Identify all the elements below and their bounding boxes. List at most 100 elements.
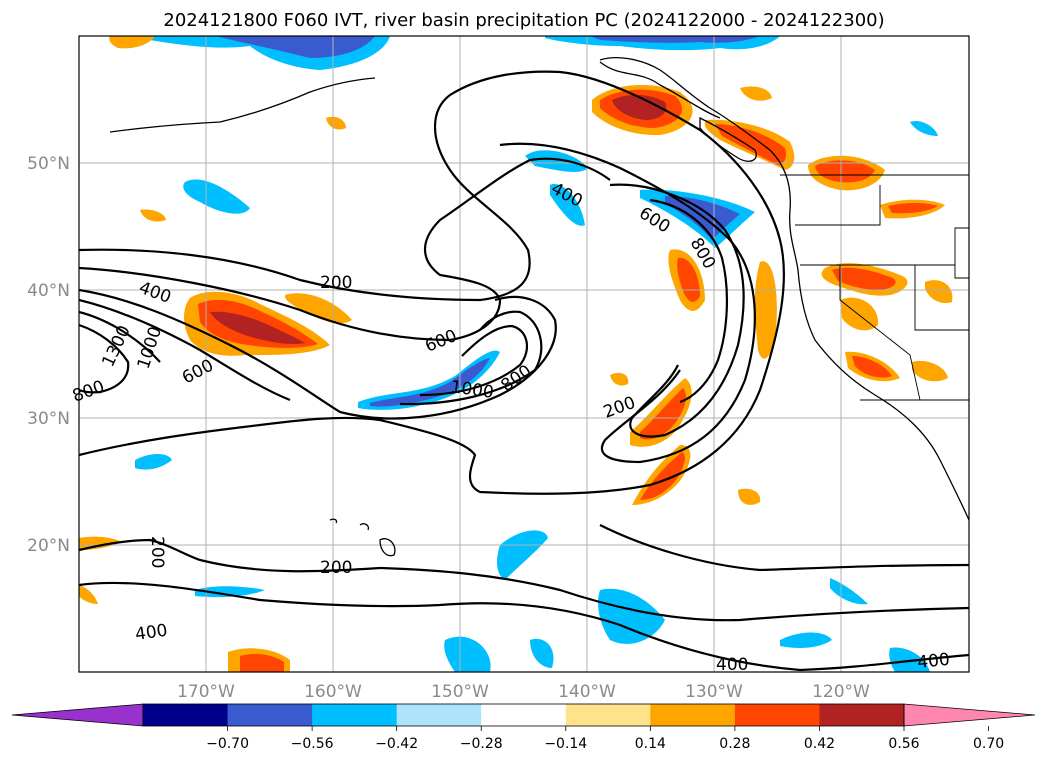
map-panel: 200 400 400 600 800 600 1000 800 600 130… <box>27 35 970 702</box>
ivt-contours <box>79 70 969 672</box>
neg-patch-gulf-alaska-core <box>590 36 760 43</box>
contour-label-400-e: 400 <box>916 650 950 673</box>
colorbar-segments <box>11 703 1036 727</box>
colorbar-tick-label: −0.70 <box>206 736 249 752</box>
neg-patch-15 <box>910 120 938 136</box>
neg-patch-12 <box>135 454 172 470</box>
contour-400-south <box>79 581 969 672</box>
pos-patch-calif-inland-mid <box>832 267 896 290</box>
pos-patch-small-4 <box>79 585 98 604</box>
lon-label-120w: 120°W <box>812 682 870 702</box>
contour-200-south <box>79 538 969 622</box>
pos-patch-small-7 <box>109 36 155 49</box>
neg-patch-9 <box>780 632 832 648</box>
colorbar-segment <box>396 704 482 726</box>
lon-label-130w: 130°W <box>685 682 743 702</box>
contour-600-west <box>79 288 557 420</box>
colorbar-tick-label: −0.56 <box>291 736 334 752</box>
contour-1000-west <box>79 310 529 397</box>
lat-label-50n: 50°N <box>27 154 70 174</box>
lon-label-140w: 140°W <box>558 682 616 702</box>
pos-patch-oregon-offshore-mid <box>677 257 700 302</box>
neg-patch-2 <box>525 150 588 172</box>
colorbar-segment <box>650 704 736 726</box>
neg-patch-north-pacific-core <box>215 36 375 58</box>
contour-200-north <box>79 70 785 495</box>
colorbar-segment <box>565 704 651 726</box>
pos-patch-pnw-mid <box>715 124 787 165</box>
colorbar: −0.70 −0.56 −0.42 −0.28 −0.14 0.14 0.28 0.42 0.5… <box>11 703 1036 752</box>
border-nevada-utah <box>914 265 969 331</box>
pos-patch-west-pacific-core <box>210 311 305 345</box>
pos-patch-subtropic-jet-mid <box>640 388 687 440</box>
border-idaho-montana <box>954 227 969 279</box>
colorbar-segment <box>481 704 567 726</box>
pos-patch-bc-coast-core <box>612 94 667 120</box>
map-title: 2024121800 F060 IVT, river basin precipi… <box>163 10 884 31</box>
colorbar-tick-label: −0.14 <box>544 736 587 752</box>
contour-400-north <box>79 157 611 342</box>
pos-patch-calif-coast <box>754 261 777 359</box>
colorbar-segment <box>227 704 313 726</box>
pos-patch-small-2-mid <box>240 654 284 672</box>
colorbar-tick-label: 0.70 <box>973 736 1004 752</box>
lat-label-20n: 20°N <box>27 536 70 556</box>
neg-patch-3 <box>550 184 585 226</box>
neg-patch-14 <box>889 647 930 672</box>
pos-patch-socal-mid <box>852 356 892 378</box>
colorbar-tick-label: 0.42 <box>804 736 835 752</box>
colorbar-tick-label: −0.42 <box>375 736 418 752</box>
border-california-nevada <box>839 265 921 401</box>
pos-patch-small-8 <box>740 86 772 101</box>
colorbar-segment <box>143 704 229 726</box>
colorbar-tick-label: −0.28 <box>460 736 503 752</box>
map-frame <box>78 35 970 673</box>
neg-patch-6 <box>497 530 548 580</box>
pos-patch-small-6 <box>326 116 346 130</box>
neg-patch-7 <box>598 588 665 644</box>
contour-800-jet <box>649 198 728 404</box>
pos-patch-small-10 <box>284 293 352 324</box>
neg-patch-8 <box>444 636 491 672</box>
coastline-aleutians <box>109 77 376 133</box>
colorbar-segment <box>312 704 398 726</box>
contour-400-jet <box>499 142 756 464</box>
colorbar-segment <box>734 704 820 726</box>
longitude-labels: 170°W 160°W 150°W 140°W 130°W 120°W <box>177 682 870 702</box>
pos-patch-small-9 <box>610 372 629 386</box>
contour-label-400-d: 400 <box>716 655 748 675</box>
map-background <box>79 36 969 672</box>
pos-patch-arizona <box>912 360 948 382</box>
neg-patch-11 <box>830 578 868 605</box>
coastline-alaska-panhandle <box>599 61 721 119</box>
neg-patch-1 <box>183 179 250 214</box>
latitude-labels: 50°N 40°N 30°N 20°N <box>27 154 70 556</box>
coastline-north-america <box>599 57 969 521</box>
colorbar-extension-low <box>11 703 144 727</box>
pos-patch-small-5 <box>140 209 166 222</box>
lon-label-170w: 170°W <box>177 682 235 702</box>
neg-patch-5-core <box>370 358 490 407</box>
lat-label-30n: 30°N <box>27 409 70 429</box>
coastlines <box>109 57 969 557</box>
contour-label-200-c: 200 <box>147 536 167 568</box>
contour-200-se <box>599 524 969 572</box>
colorbar-extension-high <box>903 703 1036 727</box>
lon-label-150w: 150°W <box>431 682 489 702</box>
colorbar-tick-label: 0.56 <box>888 736 919 752</box>
colorbar-tick-label: 0.14 <box>635 736 666 752</box>
pos-patch-hawaii-east-mid <box>640 452 685 500</box>
contour-label-200-d: 200 <box>320 558 352 578</box>
lat-label-40n: 40°N <box>27 281 70 301</box>
contour-1300-west <box>79 323 130 394</box>
contour-800-west <box>79 298 543 406</box>
neg-patch-4-core <box>665 196 740 240</box>
contour-label-400-c: 400 <box>134 621 169 645</box>
colorbar-frame <box>142 703 905 727</box>
pos-patch-bc-inland-mid <box>815 160 875 183</box>
colorbar-segment <box>819 704 905 726</box>
neg-patch-5 <box>358 350 500 410</box>
pos-patch-idaho-mid <box>888 203 938 214</box>
contour-label-200-a: 200 <box>320 273 352 293</box>
